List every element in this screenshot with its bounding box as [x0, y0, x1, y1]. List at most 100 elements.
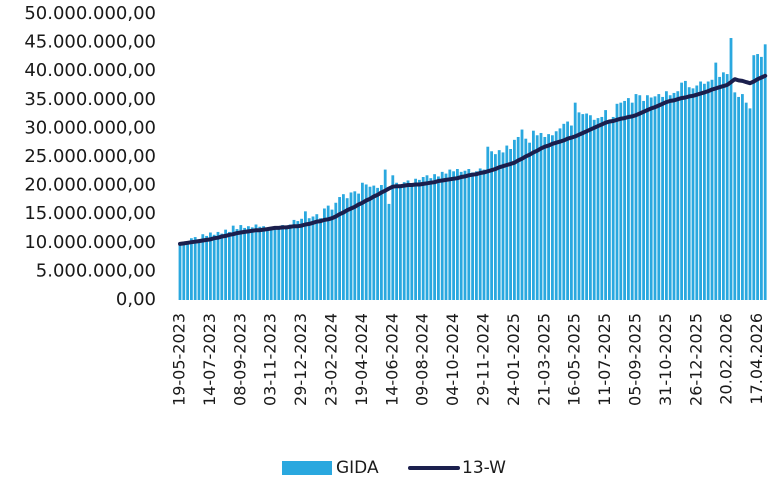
bar [418, 179, 421, 300]
bar [710, 79, 714, 300]
bar [361, 182, 364, 300]
bar [402, 182, 406, 300]
bar [266, 227, 269, 300]
bar [421, 177, 425, 300]
x-tick-label: 14-06-2024 [382, 313, 401, 406]
x-tick-label: 16-05-2025 [565, 313, 584, 406]
bar [182, 241, 186, 300]
bar [733, 92, 737, 300]
bar [600, 116, 604, 301]
bar [718, 76, 721, 300]
bar [304, 211, 307, 300]
bar [520, 129, 524, 300]
bar [357, 193, 360, 300]
bar [376, 187, 379, 300]
bar [387, 203, 391, 300]
x-tick-label: 19-04-2024 [352, 313, 371, 406]
bar [638, 95, 642, 300]
bar [323, 208, 326, 300]
bar [448, 169, 452, 300]
bar [684, 80, 687, 300]
bar [326, 205, 330, 300]
bar [725, 74, 729, 300]
bar [577, 112, 581, 300]
bar [581, 114, 585, 300]
bar [562, 123, 566, 300]
x-tick-label: 24-01-2025 [504, 313, 523, 406]
x-tick-label: 20.02.2026 [717, 313, 736, 405]
bar [250, 227, 254, 300]
bar [201, 234, 205, 300]
bar [558, 128, 562, 300]
bar [672, 92, 676, 300]
bar [364, 184, 368, 300]
bar [254, 224, 258, 300]
y-tick-label: 40.000.000,00 [24, 60, 156, 81]
bar [634, 94, 638, 300]
bar [228, 231, 231, 300]
bar [661, 96, 664, 300]
bar [539, 132, 543, 300]
bar [456, 169, 459, 300]
bar [220, 233, 224, 300]
bar [592, 119, 596, 300]
bar [756, 54, 759, 300]
bar [547, 134, 550, 300]
bar [372, 185, 376, 300]
bar [433, 174, 436, 300]
bar [345, 198, 349, 300]
line [178, 73, 768, 246]
bar [714, 62, 718, 301]
bar [391, 175, 395, 300]
bar [532, 130, 535, 300]
bar [535, 135, 539, 300]
bar [311, 216, 315, 300]
bar [414, 178, 417, 300]
bar [729, 38, 733, 301]
bar [627, 98, 630, 300]
bar [691, 88, 695, 300]
bar [235, 229, 239, 300]
bar [486, 146, 490, 300]
bar [737, 96, 740, 300]
bar [353, 191, 357, 300]
bar [478, 168, 482, 300]
bar [186, 241, 189, 300]
bar [440, 171, 444, 300]
x-tick-label: 29-12-2023 [291, 313, 310, 406]
bar [307, 218, 311, 300]
y-tick-label: 35.000.000,00 [24, 89, 156, 110]
bar [368, 186, 372, 300]
bar [516, 136, 520, 300]
bar [277, 226, 281, 300]
bar [687, 87, 691, 300]
bar [741, 94, 744, 300]
bar [615, 103, 619, 300]
bar [239, 225, 243, 300]
x-tick-label: 08-09-2023 [230, 313, 249, 406]
bar [292, 219, 296, 300]
bar [744, 102, 748, 300]
bar [406, 180, 410, 300]
x-tick-label: 03-11-2023 [261, 313, 280, 406]
bar [262, 226, 265, 300]
x-tick-label: 31-10-2025 [656, 313, 675, 406]
bar [383, 169, 387, 300]
bar [231, 225, 235, 300]
bar [695, 85, 699, 300]
bar [178, 243, 182, 300]
bar [463, 170, 467, 300]
bar [653, 96, 657, 300]
bar [475, 171, 478, 300]
bar [212, 234, 216, 300]
bar [668, 95, 672, 300]
bar [630, 102, 634, 300]
bar [623, 100, 626, 300]
bar [497, 150, 501, 300]
x-tick-label: 05-09-2025 [626, 313, 645, 406]
bar [665, 91, 668, 300]
bar [399, 184, 402, 300]
legend-swatch [282, 461, 332, 475]
bar [425, 175, 429, 300]
bar [608, 119, 611, 300]
